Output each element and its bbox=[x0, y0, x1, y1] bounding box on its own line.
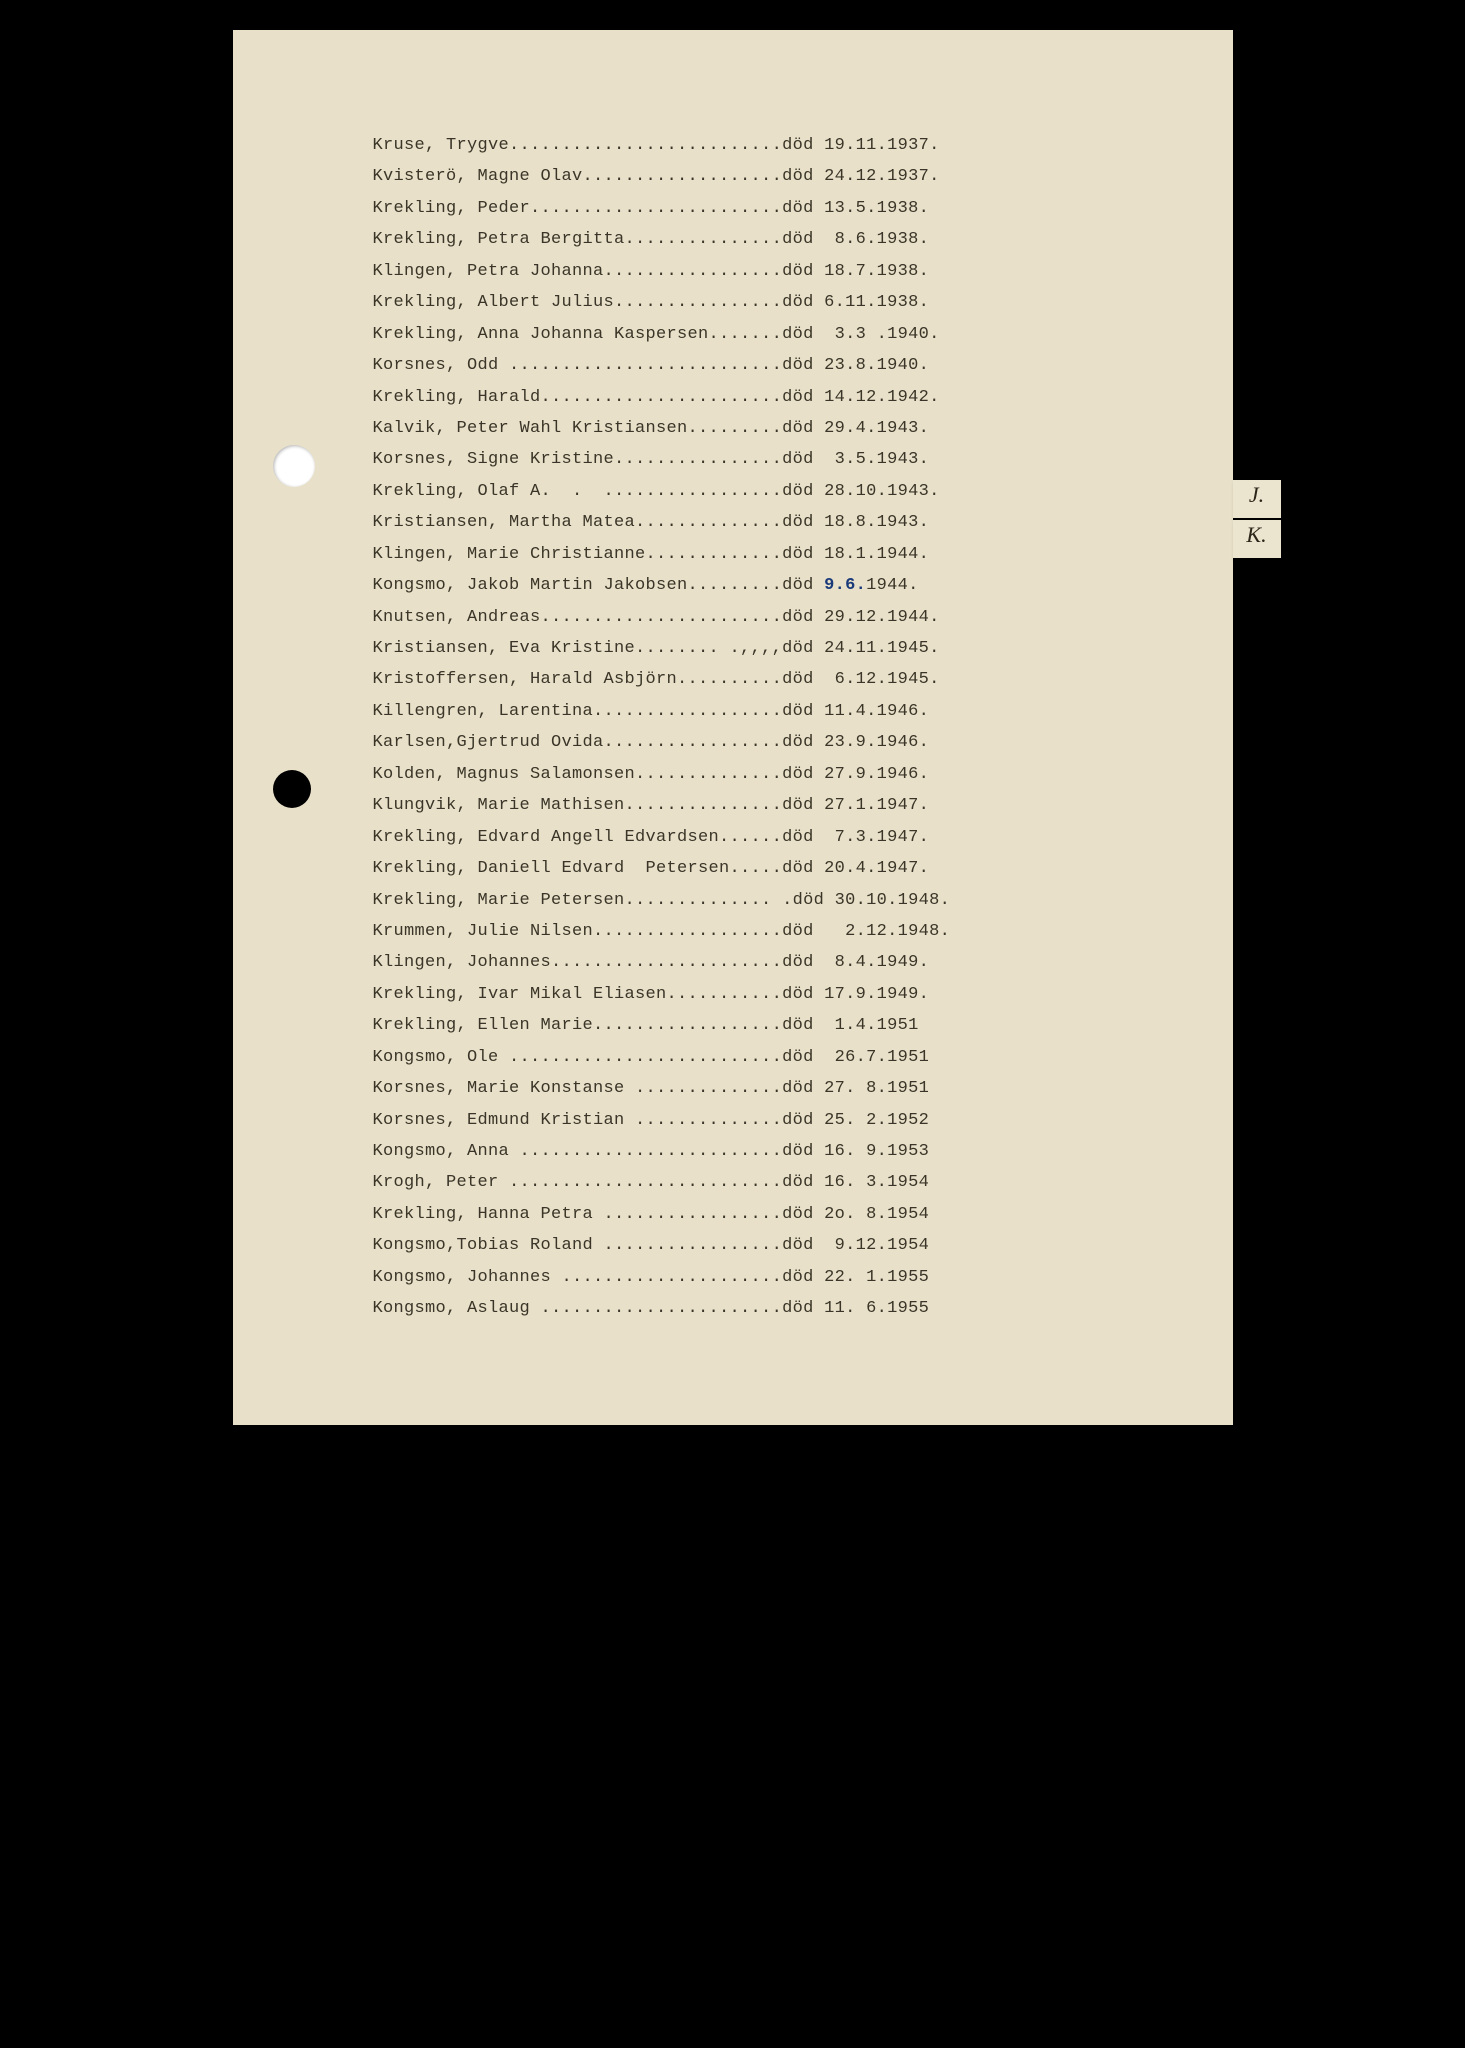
death-record-entry: Kruse, Trygve..........................d… bbox=[373, 130, 1113, 161]
death-record-entry: Korsnes, Odd ..........................d… bbox=[373, 350, 1113, 381]
death-record-entry: Krekling, Olaf A. . .................död… bbox=[373, 476, 1113, 507]
death-record-entry: Kristiansen, Martha Matea..............d… bbox=[373, 507, 1113, 538]
death-record-entry: Krekling, Hanna Petra .................d… bbox=[373, 1199, 1113, 1230]
death-record-entry: Korsnes, Marie Konstanse ..............d… bbox=[373, 1073, 1113, 1104]
death-record-entry: Krekling, Daniell Edvard Petersen.....dö… bbox=[373, 853, 1113, 884]
death-record-entry: Korsnes, Signe Kristine................d… bbox=[373, 444, 1113, 475]
entry-list: Kruse, Trygve..........................d… bbox=[373, 130, 1113, 1325]
death-record-entry: Krummen, Julie Nilsen..................d… bbox=[373, 916, 1113, 947]
death-record-entry: Kristiansen, Eva Kristine........ .,,,,d… bbox=[373, 633, 1113, 664]
death-record-entry: Killengren, Larentina..................d… bbox=[373, 696, 1113, 727]
death-record-entry: Krekling, Anna Johanna Kaspersen.......d… bbox=[373, 319, 1113, 350]
death-record-entry: Knutsen, Andreas.......................d… bbox=[373, 602, 1113, 633]
death-record-entry: Kolden, Magnus Salamonsen..............d… bbox=[373, 759, 1113, 790]
death-record-entry: Klingen, Marie Christianne.............d… bbox=[373, 539, 1113, 570]
document-page: J. K. Kruse, Trygve.....................… bbox=[233, 30, 1233, 1425]
death-record-entry: Krekling, Ellen Marie..................d… bbox=[373, 1010, 1113, 1041]
death-record-entry: Kalvik, Peter Wahl Kristiansen.........d… bbox=[373, 413, 1113, 444]
death-record-entry: Krekling, Harald.......................d… bbox=[373, 382, 1113, 413]
death-record-entry: Kongsmo, Johannes .....................d… bbox=[373, 1262, 1113, 1293]
death-record-entry: Klingen, Johannes......................d… bbox=[373, 947, 1113, 978]
punch-hole bbox=[273, 445, 315, 487]
death-record-entry: Korsnes, Edmund Kristian ..............d… bbox=[373, 1105, 1113, 1136]
death-record-entry: Krekling, Edvard Angell Edvardsen......d… bbox=[373, 822, 1113, 853]
index-tab-j: J. bbox=[1233, 480, 1281, 518]
handwritten-annotation: 9.6. bbox=[824, 576, 866, 595]
death-record-entry: Kristoffersen, Harald Asbjörn..........d… bbox=[373, 664, 1113, 695]
death-record-entry: Krekling, Marie Petersen.............. .… bbox=[373, 885, 1113, 916]
index-tab-k: K. bbox=[1233, 520, 1281, 558]
death-record-entry: Kvisterö, Magne Olav...................d… bbox=[373, 161, 1113, 192]
entry-date: 1944. bbox=[866, 576, 919, 595]
death-record-entry: Kongsmo, Ole ..........................d… bbox=[373, 1042, 1113, 1073]
death-record-entry: Karlsen,Gjertrud Ovida.................d… bbox=[373, 727, 1113, 758]
death-record-entry: Krekling, Albert Julius................d… bbox=[373, 287, 1113, 318]
death-record-entry: Krekling, Ivar Mikal Eliasen...........d… bbox=[373, 979, 1113, 1010]
death-record-entry: Krogh, Peter ..........................d… bbox=[373, 1167, 1113, 1198]
death-record-entry: Kongsmo,Tobias Roland .................d… bbox=[373, 1230, 1113, 1261]
entry-name: Kongsmo, Jakob Martin Jakobsen.........d… bbox=[373, 576, 825, 595]
death-record-entry: Krekling, Peder........................d… bbox=[373, 193, 1113, 224]
death-record-entry: Kongsmo, Jakob Martin Jakobsen.........d… bbox=[373, 570, 1113, 601]
death-record-entry: Krekling, Petra Bergitta...............d… bbox=[373, 224, 1113, 255]
death-record-entry: Kongsmo, Aslaug .......................d… bbox=[373, 1293, 1113, 1324]
death-record-entry: Klingen, Petra Johanna.................d… bbox=[373, 256, 1113, 287]
death-record-entry: Kongsmo, Anna .........................d… bbox=[373, 1136, 1113, 1167]
death-record-entry: Klungvik, Marie Mathisen...............d… bbox=[373, 790, 1113, 821]
punch-hole bbox=[273, 770, 311, 808]
